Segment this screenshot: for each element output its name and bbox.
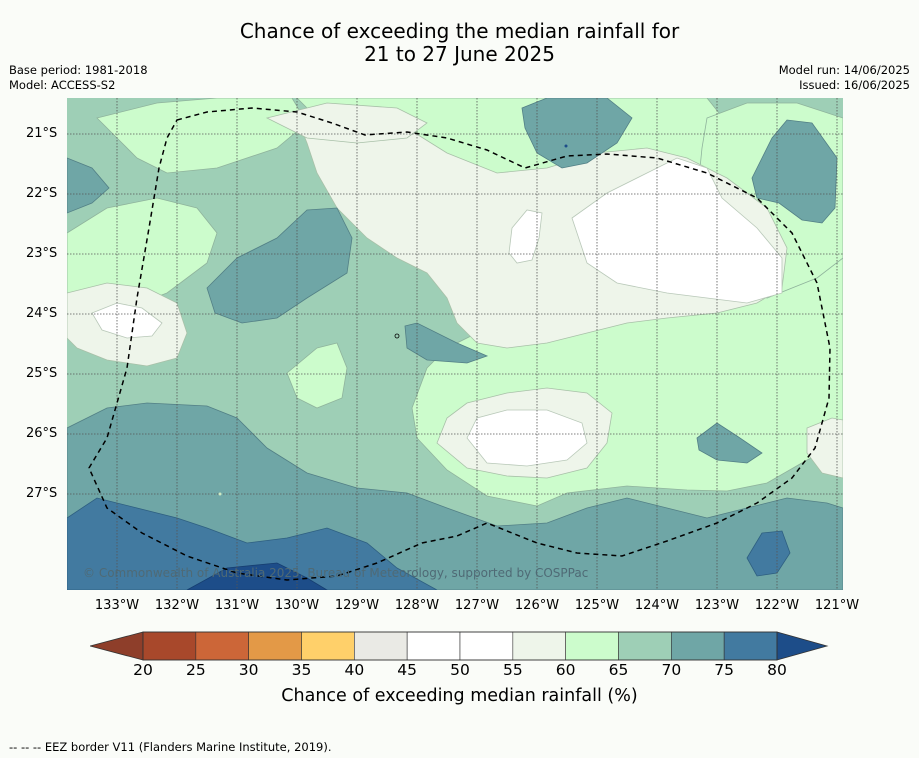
graticule	[67, 98, 843, 590]
contour-band-70-75-small	[696, 422, 763, 464]
lat-label: 25°S	[26, 366, 58, 381]
colorbar-under-triangle	[90, 631, 144, 661]
contour-band-60-65-top	[96, 98, 308, 174]
contour-band-70-75-center	[206, 207, 353, 324]
model-label: Model: ACCESS-S2	[9, 78, 116, 92]
lon-label: 133°W	[94, 598, 140, 613]
colorbar-tick-label: 75	[714, 661, 735, 679]
lon-label: 126°W	[514, 598, 560, 613]
lon-label: 127°W	[454, 598, 500, 613]
colorbar-tick-label: 25	[185, 661, 206, 679]
lon-label: 129°W	[334, 598, 380, 613]
lon-label: 125°W	[574, 598, 620, 613]
lon-label: 122°W	[754, 598, 800, 613]
contour-band-55-60-edge	[806, 417, 843, 479]
contour-band-75-80-bottom	[67, 497, 438, 590]
colorbar-label: Chance of exceeding median rainfall (%)	[281, 686, 638, 706]
colorbar-tick-label: 70	[661, 661, 682, 679]
issued-label: Issued: 16/06/2025	[799, 78, 910, 92]
colorbar-tick-label: 65	[608, 661, 629, 679]
contour-band-50-55-lower	[466, 409, 588, 467]
colorbar-tick-label: 35	[291, 661, 312, 679]
copyright-notice: © Commonwealth of Australia 2025, Bureau…	[83, 566, 589, 580]
contour-band-75-80-right	[746, 530, 791, 577]
lat-label: 23°S	[26, 246, 58, 261]
contour-band-50-55-left	[91, 302, 163, 339]
rainfall-probability-map	[67, 98, 843, 590]
island-marker	[564, 144, 568, 148]
colorbar-cell	[459, 631, 514, 661]
contour-band-70-75-right	[751, 119, 838, 224]
colorbar-cell	[671, 631, 725, 661]
colorbar-tick-label: 45	[397, 661, 418, 679]
chart-title-line-2: 21 to 27 June 2025	[364, 42, 555, 66]
contour-band-60-65-pocket	[286, 342, 348, 409]
colorbar-cell	[301, 631, 355, 661]
colorbar-cell	[248, 631, 302, 661]
model-run-label: Model run: 14/06/2025	[778, 63, 910, 77]
lon-label: 131°W	[214, 598, 260, 613]
contour-band-80-plus	[186, 562, 328, 590]
lat-label: 26°S	[26, 426, 58, 441]
lon-label: 121°W	[814, 598, 860, 613]
chart-title-line-1: Chance of exceeding the median rainfall …	[239, 19, 680, 43]
colorbar-cell	[354, 631, 408, 661]
colorbar-tick-label: 55	[502, 661, 523, 679]
eez-border-line	[88, 107, 831, 581]
colorbar-cell	[618, 631, 672, 661]
lon-label: 128°W	[394, 598, 440, 613]
contour-band-70-75-top	[521, 98, 633, 169]
lat-label: 22°S	[26, 186, 58, 201]
lat-label: 21°S	[26, 126, 58, 141]
lat-label: 24°S	[26, 306, 58, 321]
contour-band-50-55-small	[508, 209, 543, 264]
colorbar-cell	[723, 631, 778, 661]
eez-legend-note: -- -- -- EEZ border V11 (Flanders Marine…	[9, 740, 332, 754]
colorbar-cell	[565, 631, 619, 661]
colorbar-tick-label: 30	[238, 661, 259, 679]
lat-label: 27°S	[26, 486, 58, 501]
lon-label: 124°W	[634, 598, 680, 613]
lon-label: 132°W	[154, 598, 200, 613]
colorbar-tick-label: 20	[133, 661, 153, 679]
colorbar-cell	[512, 631, 566, 661]
contour-band-70-75-left	[67, 157, 110, 214]
colorbar-tick-label: 80	[767, 661, 787, 679]
contour-band-55-60-top	[265, 102, 428, 144]
colorbar-cell	[406, 631, 461, 661]
lon-label: 130°W	[274, 598, 320, 613]
colorbar-cell	[195, 631, 249, 661]
colorbar-cell	[142, 631, 197, 661]
base-period-label: Base period: 1981-2018	[9, 63, 148, 77]
island-marker	[394, 333, 400, 339]
colorbar-over-triangle	[776, 631, 829, 661]
colorbar-tick-label: 40	[344, 661, 365, 679]
lon-label: 123°W	[694, 598, 740, 613]
island-marker	[218, 492, 222, 496]
colorbar-tick-label: 60	[555, 661, 576, 679]
colorbar-tick-label: 50	[450, 661, 470, 679]
colorbar	[90, 631, 829, 661]
